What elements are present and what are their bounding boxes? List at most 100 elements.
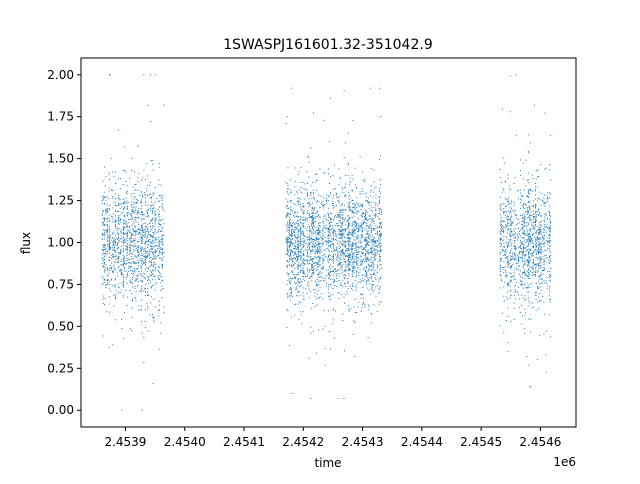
data-point — [373, 220, 375, 222]
data-point — [123, 285, 125, 287]
data-point — [287, 297, 289, 299]
data-point — [290, 222, 292, 224]
data-point — [131, 235, 133, 237]
data-point — [510, 279, 512, 281]
data-point — [517, 189, 519, 191]
data-point — [339, 284, 341, 286]
data-point — [368, 201, 370, 203]
data-point — [349, 268, 351, 270]
data-point — [314, 245, 316, 247]
data-point — [306, 260, 308, 262]
data-point — [366, 250, 368, 252]
data-point — [507, 256, 509, 258]
data-point — [310, 192, 312, 194]
data-point — [286, 249, 288, 251]
data-point — [356, 206, 358, 208]
data-point — [530, 331, 531, 333]
data-point — [316, 252, 318, 254]
data-point — [351, 189, 353, 191]
data-point — [368, 226, 370, 228]
data-point — [288, 223, 290, 225]
data-point — [311, 264, 313, 266]
data-point — [343, 271, 345, 273]
data-point — [364, 213, 366, 215]
data-point — [330, 233, 332, 235]
data-point — [133, 263, 135, 265]
data-point — [305, 276, 307, 277]
data-point — [499, 232, 501, 234]
data-point — [507, 218, 509, 220]
data-point — [287, 259, 289, 261]
data-point — [289, 288, 291, 290]
data-point — [529, 233, 531, 235]
data-point — [144, 243, 146, 245]
data-point — [374, 286, 376, 288]
data-point — [513, 318, 515, 320]
data-point — [308, 288, 310, 290]
data-point — [118, 256, 120, 258]
data-point — [368, 204, 370, 206]
data-point — [358, 205, 360, 207]
data-point — [157, 255, 159, 257]
data-point — [297, 235, 299, 237]
data-point — [378, 203, 380, 205]
data-point — [501, 230, 503, 232]
data-point — [501, 267, 503, 269]
data-point — [312, 246, 314, 248]
data-point — [348, 208, 350, 210]
data-point — [543, 219, 545, 221]
data-point — [356, 261, 358, 263]
data-point — [368, 283, 370, 285]
data-point — [158, 309, 160, 311]
data-point — [106, 311, 108, 313]
data-point — [316, 241, 318, 243]
data-point — [524, 222, 526, 224]
data-point — [316, 285, 318, 287]
data-point — [376, 231, 378, 233]
data-point — [351, 287, 353, 289]
data-point — [286, 308, 288, 310]
data-point — [151, 201, 153, 203]
data-point — [508, 263, 510, 265]
data-point — [355, 259, 357, 261]
data-point — [523, 222, 525, 224]
data-point — [367, 197, 369, 199]
data-point — [128, 249, 130, 251]
data-point — [323, 260, 325, 262]
data-point — [503, 188, 505, 190]
data-point — [322, 277, 324, 279]
data-point — [319, 263, 321, 265]
data-point — [307, 193, 309, 195]
data-point — [145, 277, 147, 279]
data-point — [526, 240, 528, 242]
data-point — [351, 255, 353, 257]
data-point — [380, 225, 382, 227]
data-point — [351, 247, 353, 249]
data-point — [107, 237, 109, 239]
data-point — [349, 244, 351, 246]
data-point — [316, 179, 318, 181]
data-point — [343, 218, 345, 220]
data-point — [348, 224, 350, 226]
data-point — [343, 269, 345, 271]
data-point — [503, 226, 505, 228]
data-point — [528, 196, 530, 198]
data-point — [308, 157, 310, 159]
data-point — [140, 224, 142, 226]
data-point — [117, 229, 119, 231]
data-point — [334, 268, 336, 270]
data-point — [131, 293, 133, 295]
data-point — [521, 280, 523, 282]
data-point — [339, 177, 341, 179]
data-point — [320, 195, 322, 197]
data-point — [297, 240, 299, 242]
data-point — [338, 200, 340, 202]
data-point — [338, 250, 340, 252]
data-point — [375, 202, 377, 204]
data-point — [346, 249, 348, 251]
data-point — [378, 197, 380, 199]
data-point — [515, 268, 517, 270]
data-point — [150, 226, 152, 228]
data-point — [161, 279, 163, 281]
data-point — [348, 205, 350, 207]
